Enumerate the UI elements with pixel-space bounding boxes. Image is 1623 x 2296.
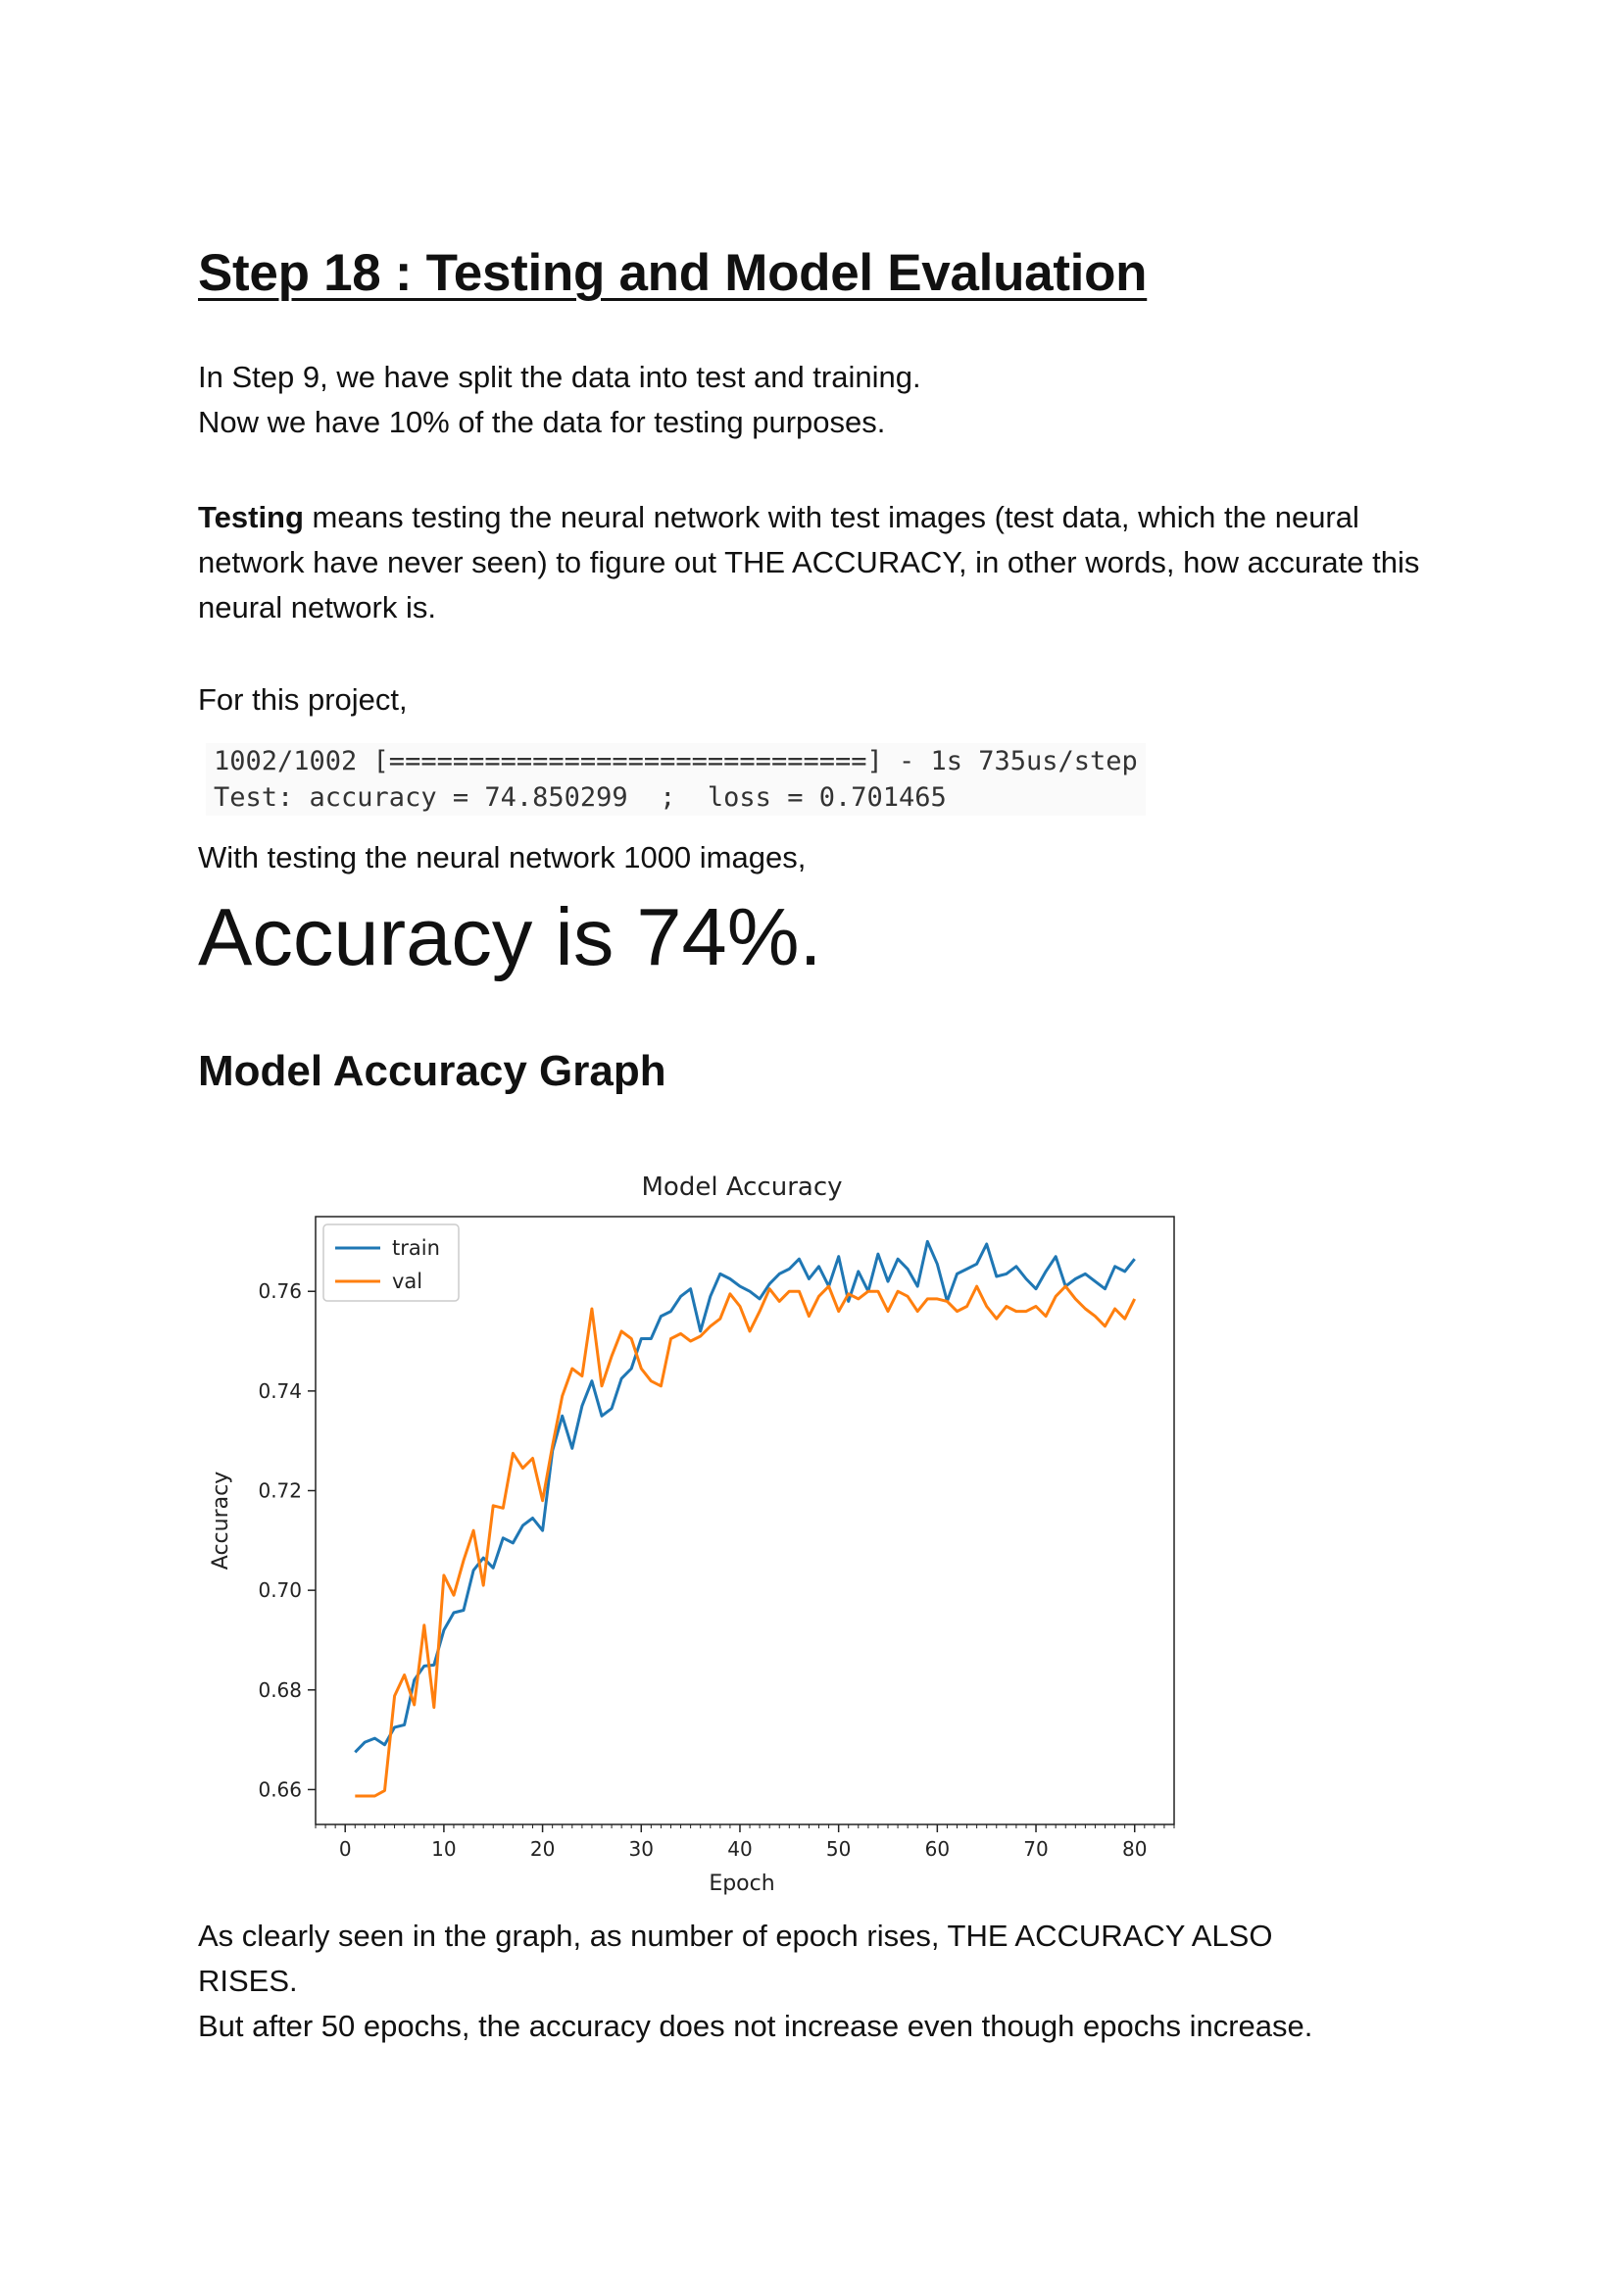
x-tick-label: 70 [1023,1837,1048,1861]
document-page: Step 18 : Testing and Model Evaluation I… [198,0,1433,2296]
y-tick-label: 0.72 [258,1479,302,1503]
console-output: 1002/1002 [=============================… [206,743,1146,816]
x-tick-label: 50 [826,1837,851,1861]
y-axis-label: Accuracy [209,1472,233,1570]
x-tick-label: 20 [530,1837,555,1861]
x-tick-label: 60 [925,1837,950,1861]
chart-title: Model Accuracy [641,1173,842,1202]
y-tick-label: 0.74 [258,1379,302,1403]
series-line-val [355,1284,1137,1798]
series-lines [354,1239,1137,1798]
testing-description: means testing the neural network with te… [198,500,1420,624]
testing-term: Testing [198,500,304,534]
conclusion-line-1: As clearly seen in the graph, as number … [198,1919,1273,1953]
plot-frame [315,1216,1175,1825]
console-line-1: 1002/1002 [=============================… [214,746,1138,776]
x-tick-label: 10 [431,1837,456,1861]
accuracy-statement: Accuracy is 74%. [198,891,822,982]
graph-heading: Model Accuracy Graph [198,1047,666,1095]
x-tick-label: 80 [1122,1837,1147,1861]
console-line-2: Test: accuracy = 74.850299 ; loss = 0.70… [214,782,947,813]
legend-label-train: train [392,1236,440,1260]
x-tick-label: 30 [629,1837,654,1861]
series-line-train [354,1239,1136,1754]
x-axis-label: Epoch [709,1872,774,1896]
y-axis: 0.66 0.68 0.70 0.72 0.74 0.76 [258,1279,316,1801]
y-tick-label: 0.66 [258,1777,302,1801]
for-project-text: For this project, [198,682,408,717]
conclusion-paragraph: As clearly seen in the graph, as number … [198,1914,1433,2049]
x-tick-label: 40 [727,1837,752,1861]
conclusion-line-3: But after 50 epochs, the accuracy does n… [198,2009,1313,2043]
with-testing-text: With testing the neural network 1000 ima… [198,840,807,874]
testing-paragraph: Testing means testing the neural network… [198,495,1433,630]
x-tick-label: 0 [339,1837,352,1861]
conclusion-line-2: RISES. [198,1964,298,1998]
accuracy-chart: Model Accuracy 0 10 20 30 40 50 60 70 80 0.66 0.6… [198,1162,1188,1907]
y-tick-label: 0.68 [258,1678,302,1702]
y-tick-label: 0.70 [258,1578,302,1602]
intro-line-1: In Step 9, we have split the data into t… [198,360,921,394]
intro-line-2: Now we have 10% of the data for testing … [198,405,886,439]
intro-paragraph: In Step 9, we have split the data into t… [198,355,1433,445]
x-axis: 0 10 20 30 40 50 60 70 80 [315,1824,1175,1861]
chart-legend: train val [322,1223,460,1302]
accuracy-chart-svg: Model Accuracy 0 10 20 30 40 50 60 70 80 0.660.6… [209,1173,1175,1896]
y-tick-label: 0.76 [258,1279,302,1303]
legend-label-val: val [392,1270,422,1293]
page-title: Step 18 : Testing and Model Evaluation [198,244,1148,302]
